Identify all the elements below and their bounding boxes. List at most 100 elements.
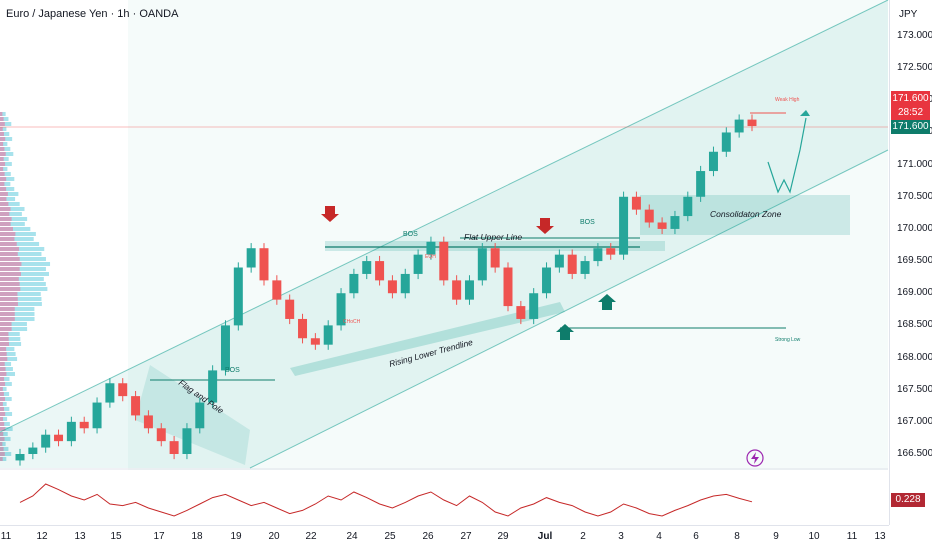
volume-profile-bar: [0, 347, 7, 351]
volume-profile-bar: [0, 382, 12, 386]
volume-profile-bar: [0, 112, 3, 116]
candle-body: [66, 421, 76, 442]
candle-body: [644, 209, 654, 223]
volume-profile-bar: [0, 247, 45, 251]
volume-profile-bar: [0, 417, 4, 421]
volume-profile-bar: [0, 242, 40, 246]
volume-profile-bar: [0, 237, 15, 241]
flat-upper-line-label: Flat Upper Line: [464, 232, 522, 242]
volume-profile-bar: [0, 407, 5, 411]
volume-profile-bar: [0, 322, 27, 326]
volume-profile-bar: [0, 197, 16, 201]
volume-profile-bar: [0, 397, 12, 401]
volume-profile-bar: [0, 132, 4, 136]
volume-profile-bar: [0, 392, 10, 396]
volume-profile-bar: [0, 177, 15, 181]
weak-high-label: Weak High: [775, 97, 800, 103]
time-tick-label: 12: [36, 531, 48, 542]
volume-profile-bar: [0, 307, 15, 311]
candle-body: [336, 293, 346, 326]
time-axis[interactable]: [0, 525, 889, 551]
candle-body: [349, 273, 359, 294]
time-tick-label: 13: [74, 531, 86, 542]
candle-body: [92, 402, 102, 429]
consolidation-zone-label: Consolidaton Zone: [710, 209, 782, 219]
volume-profile-bar: [0, 402, 3, 406]
volume-profile-bar: [0, 162, 12, 166]
time-tick-label: 24: [346, 531, 358, 542]
volume-profile-bar: [0, 302, 18, 306]
price-tick-label: 169.000: [897, 287, 932, 299]
time-tick-label: 27: [460, 531, 472, 542]
buy-arrow-icon: [556, 324, 574, 340]
price-axis[interactable]: [889, 0, 932, 525]
time-tick-label: 8: [734, 531, 740, 542]
choch-label: CHoCH: [343, 319, 361, 325]
volume-profile-bar: [0, 277, 19, 281]
lightning-icon: [746, 449, 764, 467]
volume-profile-bar: [0, 232, 36, 236]
candle-body: [631, 196, 641, 210]
volume-profile-bar: [0, 172, 5, 176]
candle-body: [182, 428, 192, 454]
volume-profile-bar: [0, 217, 28, 221]
candle-body: [54, 434, 64, 442]
volume-profile-bar: [0, 132, 10, 136]
rising-trendline-band: [290, 302, 565, 376]
volume-profile-bar: [0, 192, 19, 196]
candle-body: [413, 254, 423, 274]
volume-profile-bar: [0, 262, 51, 266]
volume-profile-bar: [0, 227, 31, 231]
volume-profile-bar: [0, 227, 14, 231]
candle-body: [143, 415, 153, 429]
candle-body: [452, 280, 462, 300]
volume-profile-bar: [0, 357, 8, 361]
volume-profile-bar: [0, 322, 12, 326]
volume-profile-bar: [0, 217, 12, 221]
volume-profile-bar: [0, 202, 20, 206]
price-tick-label: 168.500: [897, 319, 932, 331]
candle-body: [298, 318, 308, 339]
time-tick-label: 11: [0, 531, 12, 542]
candle-body: [593, 248, 603, 262]
oscillator-value-label: 0.228: [891, 493, 925, 507]
candle-body: [708, 151, 718, 172]
candle-body: [696, 171, 706, 197]
volume-profile-bar: [0, 122, 12, 126]
volume-profile-bar: [0, 422, 10, 426]
price-tick-label: 168.000: [897, 351, 932, 363]
candle-body: [233, 267, 243, 326]
volume-profile-bar: [0, 272, 49, 276]
volume-profile-bar: [0, 282, 20, 286]
price-tick-label: 173.000: [897, 30, 932, 41]
volume-profile-bar: [0, 337, 9, 341]
candle-body: [131, 396, 141, 416]
volume-profile-bar: [0, 362, 12, 366]
volume-profile-bar: [0, 327, 12, 331]
candle-body: [490, 248, 500, 268]
volume-profile-bar: [0, 172, 11, 176]
bos-label: BOS: [403, 231, 418, 238]
volume-profile-bar: [0, 387, 3, 391]
volume-profile-bar: [0, 252, 18, 256]
candle-body: [323, 325, 333, 345]
time-tick-label: 9: [773, 531, 779, 542]
volume-profile-bar: [0, 167, 8, 171]
time-tick-label: Jul: [537, 531, 553, 542]
strong-low-label: Strong Low: [775, 337, 801, 343]
time-tick-label: 17: [153, 531, 165, 542]
volume-profile-bar: [0, 157, 4, 161]
bos-label: BOS: [225, 367, 240, 374]
channel-upper-line: [0, 0, 889, 433]
volume-profile-bar: [0, 222, 25, 226]
volume-profile-bar: [0, 127, 3, 131]
volume-profile-bar: [0, 342, 22, 346]
volume-profile-bar: [0, 432, 4, 436]
volume-profile-bar: [0, 372, 15, 376]
volume-profile-bar: [0, 437, 5, 441]
candle-body: [721, 132, 731, 152]
candle-body: [310, 338, 320, 345]
volume-profile-bar: [0, 332, 9, 336]
volume-profile-bar: [0, 207, 11, 211]
volume-profile-bar: [0, 392, 4, 396]
